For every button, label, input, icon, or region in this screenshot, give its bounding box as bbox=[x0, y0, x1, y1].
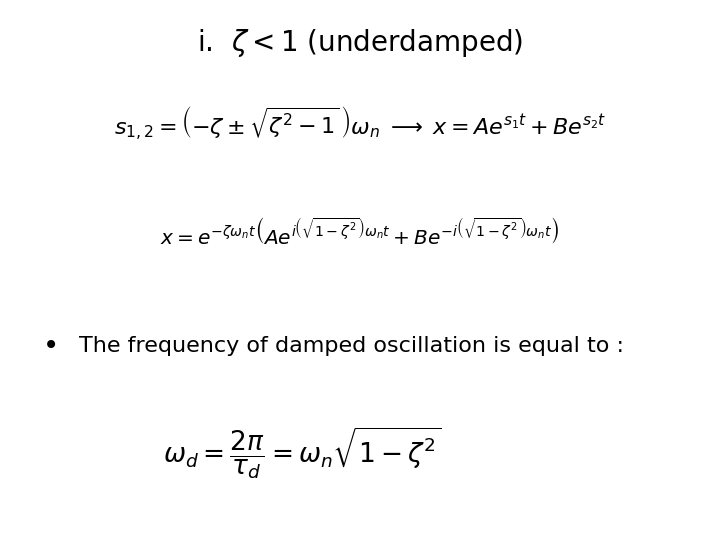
Text: The frequency of damped oscillation is equal to :: The frequency of damped oscillation is e… bbox=[79, 335, 624, 356]
Text: $s_{1,2} = \left(-\zeta \pm \sqrt{\zeta^2 - 1}\,\right)\omega_n \;\longrightarro: $s_{1,2} = \left(-\zeta \pm \sqrt{\zeta^… bbox=[114, 105, 606, 143]
Text: •: • bbox=[43, 332, 60, 360]
Text: i.  $\zeta < 1$ (underdamped): i. $\zeta < 1$ (underdamped) bbox=[197, 27, 523, 59]
Text: $x = e^{-\zeta\omega_n t}\left(Ae^{i\left(\sqrt{1-\zeta^2}\right)\omega_n t} + B: $x = e^{-\zeta\omega_n t}\left(Ae^{i\lef… bbox=[161, 217, 559, 248]
Text: $\omega_d = \dfrac{2\pi}{\tau_d} = \omega_n\sqrt{1 - \zeta^2}$: $\omega_d = \dfrac{2\pi}{\tau_d} = \omeg… bbox=[163, 426, 441, 481]
